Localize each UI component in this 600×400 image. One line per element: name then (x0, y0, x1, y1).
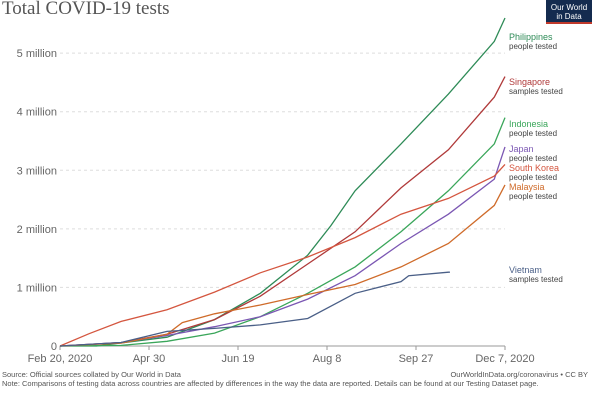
series-metric-label: samples tested (509, 87, 563, 96)
grid-lines (60, 52, 505, 347)
series-line-philippines[interactable] (60, 17, 506, 347)
series-line-indonesia[interactable] (59, 117, 506, 347)
series-metric-label: people tested (509, 129, 557, 138)
series-name-label[interactable]: Japan (509, 144, 534, 154)
series-name-label[interactable]: Philippines (509, 32, 553, 42)
series-name-label[interactable]: Vietnam (509, 265, 542, 275)
x-tick-label: Apr 30 (133, 353, 165, 365)
series-name-label[interactable]: Indonesia (509, 119, 548, 129)
chart-title: Total COVID-19 tests (2, 0, 170, 19)
source-text: Source: Official sources collated by Our… (2, 370, 181, 379)
y-tick-label: 0 (51, 341, 57, 353)
y-tick-label: 3 million (17, 165, 57, 177)
x-axis-ticks: Feb 20, 2020 Apr 30 Jun 19 Aug 8 Sep 27 Dec 7… (28, 346, 535, 365)
series-metric-label: people tested (509, 173, 557, 182)
series-line-vietnam[interactable] (59, 271, 450, 347)
x-tick-label: Sep 27 (399, 353, 434, 365)
x-tick-label: Aug 8 (313, 353, 342, 365)
credit-link[interactable]: OurWorldInData.org/coronavirus • CC BY (450, 370, 588, 379)
x-tick-label: Jun 19 (221, 353, 254, 365)
series-metric-label: people tested (509, 154, 557, 163)
series-line-malaysia[interactable] (59, 184, 506, 347)
series-metric-label: people tested (509, 192, 557, 201)
logo-line-1: Our World (550, 3, 588, 12)
y-tick-label: 2 million (17, 224, 57, 236)
series-name-label[interactable]: South Korea (509, 163, 559, 173)
owid-logo[interactable]: Our World in Data (546, 0, 592, 24)
y-tick-label: 5 million (17, 48, 57, 60)
y-axis-ticks: 0 1 million 2 million 3 million 4 million 5 m… (17, 48, 57, 353)
x-tick-label: Dec 7, 2020 (475, 353, 534, 365)
y-tick-label: 1 million (17, 282, 57, 294)
series-line-south-korea[interactable] (59, 163, 506, 347)
logo-line-2: in Data (556, 12, 582, 21)
series-line-japan[interactable] (59, 146, 506, 347)
footer-notes: Source: Official sources collated by Our… (2, 370, 598, 388)
series-name-label[interactable]: Malaysia (509, 182, 545, 192)
series-metric-label: people tested (509, 42, 557, 51)
y-tick-label: 4 million (17, 107, 57, 119)
series-name-label[interactable]: Singapore (509, 77, 550, 87)
series-metric-label: samples tested (509, 275, 563, 284)
x-tick-label: Feb 20, 2020 (28, 353, 93, 365)
series-lines (59, 17, 506, 347)
note-text: Note: Comparisons of testing data across… (2, 379, 539, 388)
